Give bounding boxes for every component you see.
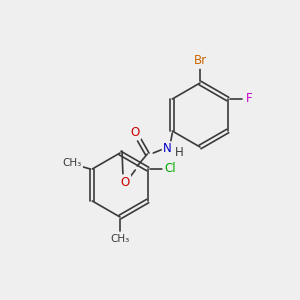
Text: Cl: Cl	[164, 163, 176, 176]
Text: O: O	[131, 125, 140, 139]
Text: N: N	[163, 142, 172, 155]
Text: O: O	[121, 176, 130, 188]
Text: CH₃: CH₃	[63, 158, 82, 168]
Text: F: F	[245, 92, 252, 106]
Text: Br: Br	[194, 55, 207, 68]
Text: H: H	[175, 146, 184, 158]
Text: CH₃: CH₃	[110, 234, 130, 244]
